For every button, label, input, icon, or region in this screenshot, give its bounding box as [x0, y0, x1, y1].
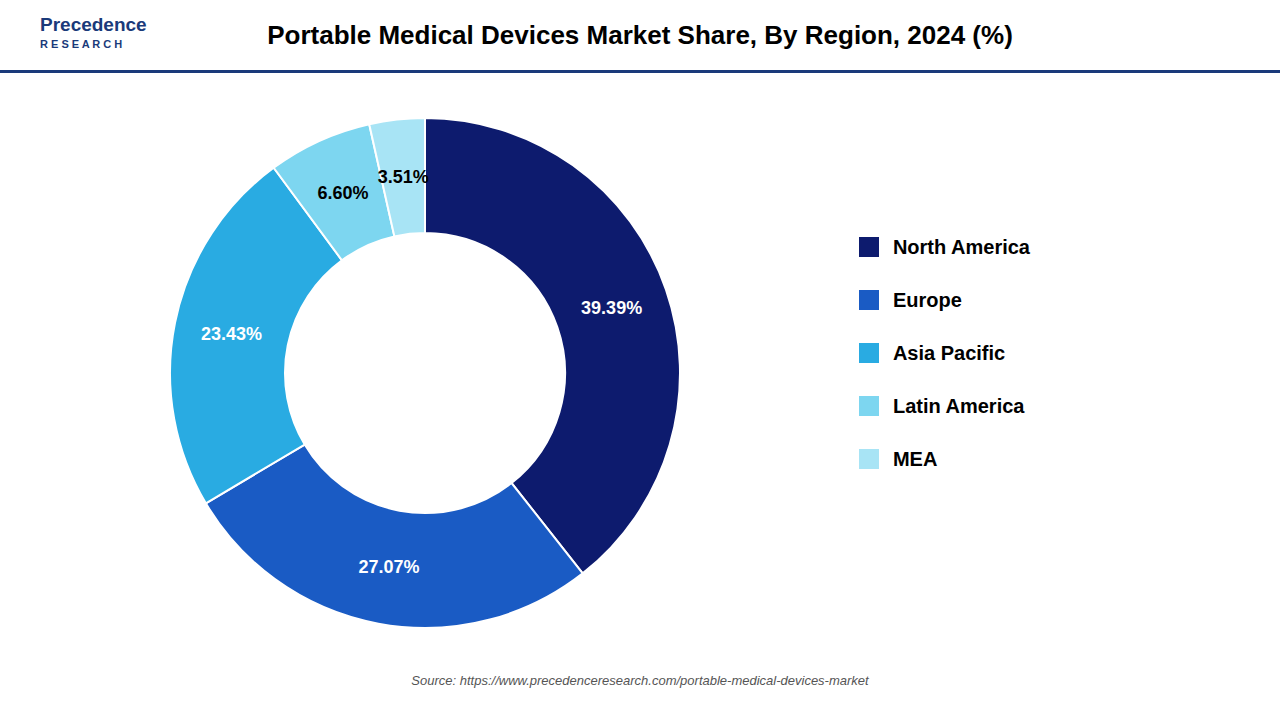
html-text:Europe: Europe — [892, 288, 962, 311]
html-text:Precedence: Precedence — [40, 14, 147, 35]
html-text:Source: https://www.precedence: Source: https://www.precedenceresearch.c… — [411, 673, 869, 688]
svg-text:3.51%: 3.51% — [378, 167, 429, 187]
html-text:Latin America: Latin America — [892, 394, 1025, 417]
svg-text:6.60%: 6.60% — [318, 183, 369, 203]
html-text:Portable Medical Devices Marke: Portable Medical Devices Market Share, B… — [267, 20, 1013, 50]
svg-text:39.39%: 39.39% — [581, 298, 642, 318]
html-text:Asia Pacific: Asia Pacific — [892, 341, 1006, 364]
html-text:North America: North America — [892, 235, 1030, 258]
html-text:MEA: MEA — [892, 447, 938, 470]
svg-text:27.07%: 27.07% — [358, 557, 419, 577]
html-text:R E S E A R C H: R E S E A R C H — [40, 38, 123, 50]
svg-text:23.43%: 23.43% — [201, 324, 262, 344]
